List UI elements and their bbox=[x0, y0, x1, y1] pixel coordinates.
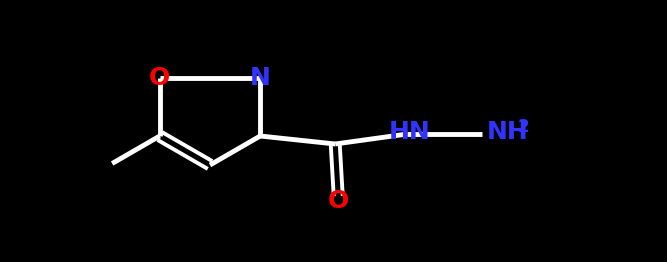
Text: 2: 2 bbox=[517, 118, 529, 136]
Text: N: N bbox=[250, 66, 271, 90]
Text: O: O bbox=[149, 66, 170, 90]
Text: O: O bbox=[327, 189, 349, 213]
Text: NH: NH bbox=[487, 120, 529, 144]
Text: HN: HN bbox=[388, 120, 430, 144]
